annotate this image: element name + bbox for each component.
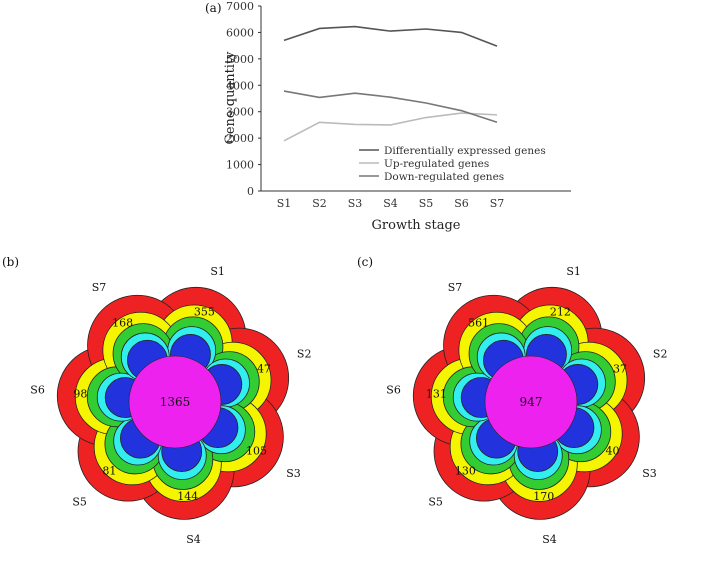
venn-unique-count: 355	[194, 306, 215, 319]
panel-label-c: (c)	[357, 255, 373, 269]
venn-set-label: S1	[566, 265, 581, 278]
venn-set-label: S6	[386, 384, 401, 397]
y-tick-label: 7000	[226, 0, 254, 13]
panel-label-b: (b)	[2, 255, 19, 269]
venn-unique-count: 212	[550, 306, 571, 319]
venn-panel-c: (c) 947 212 S1 37 S2 40 S3 170 S4 130 S5 131 S6 561 S7	[357, 255, 667, 546]
venn-center-count: 1365	[160, 395, 191, 409]
y-tick-label: 0	[247, 185, 254, 198]
venn-set-label: S7	[92, 281, 107, 294]
legend-label: Down-regulated genes	[384, 171, 504, 183]
venn-set-label: S7	[448, 281, 463, 294]
y-tick-label: 1000	[226, 159, 254, 172]
x-tick-label: S3	[348, 197, 363, 210]
venn-unique-count: 105	[246, 445, 267, 458]
venn-unique-count: 37	[613, 363, 627, 376]
venn-set-label: S4	[186, 533, 201, 546]
venn-set-label: S2	[653, 348, 668, 361]
x-tick-label: S4	[383, 197, 398, 210]
x-tick-label: S2	[312, 197, 327, 210]
venn-unique-count: 144	[177, 490, 198, 503]
y-tick-label: 2000	[226, 132, 254, 145]
panel-label-a: (a)	[205, 1, 222, 15]
venn-unique-count: 81	[102, 465, 116, 478]
venn-core	[484, 355, 578, 449]
venn-unique-count: 170	[533, 490, 554, 503]
venn-set-label: S5	[428, 496, 443, 509]
venn-set-label: S6	[30, 384, 45, 397]
x-tick-label: S5	[419, 197, 434, 210]
series-line-1	[283, 25, 498, 47]
venn-set-label: S4	[542, 533, 557, 546]
x-axis-title: Growth stage	[372, 218, 461, 233]
venn-unique-count: 47	[257, 363, 271, 376]
venn-unique-count: 130	[455, 465, 476, 478]
venn-unique-count: 98	[73, 387, 87, 400]
x-tick-label: S7	[490, 197, 505, 210]
venn-set-label: S2	[297, 348, 312, 361]
venn-set-label: S5	[72, 496, 87, 509]
legend: Differentially expressed genesUp-regulat…	[359, 145, 546, 183]
venn-set-label: S3	[286, 467, 301, 480]
venn-unique-count: 40	[606, 445, 620, 458]
y-tick-label: 6000	[226, 26, 254, 39]
x-tick-label: S1	[277, 197, 292, 210]
venn-panel-b: (b) 1365 355 S1 47 S2 105 S3 144 S4 81 S5 98 S6 168 S7	[2, 255, 311, 546]
line-chart-panel: (a) 0 1000 2000 3000 4000 5000 6000 7000 S1 S2 S3…	[205, 0, 571, 233]
series-line-3	[283, 90, 498, 124]
y-tick-label: 5000	[226, 53, 254, 66]
y-tick-label: 4000	[226, 79, 254, 92]
legend-label: Up-regulated genes	[384, 158, 489, 170]
series-line-2	[283, 112, 498, 142]
x-tick-label: S6	[454, 197, 469, 210]
legend-label: Differentially expressed genes	[384, 145, 546, 157]
venn-unique-count: 168	[112, 317, 133, 330]
y-axis-title: Gene quantity	[223, 51, 238, 145]
venn-center-count: 947	[520, 395, 543, 409]
y-tick-label: 3000	[226, 106, 254, 119]
venn-unique-count: 131	[426, 387, 447, 400]
venn-set-label: S1	[210, 265, 225, 278]
venn-core	[128, 355, 222, 449]
venn-set-label: S3	[642, 467, 657, 480]
venn-unique-count: 561	[468, 317, 489, 330]
